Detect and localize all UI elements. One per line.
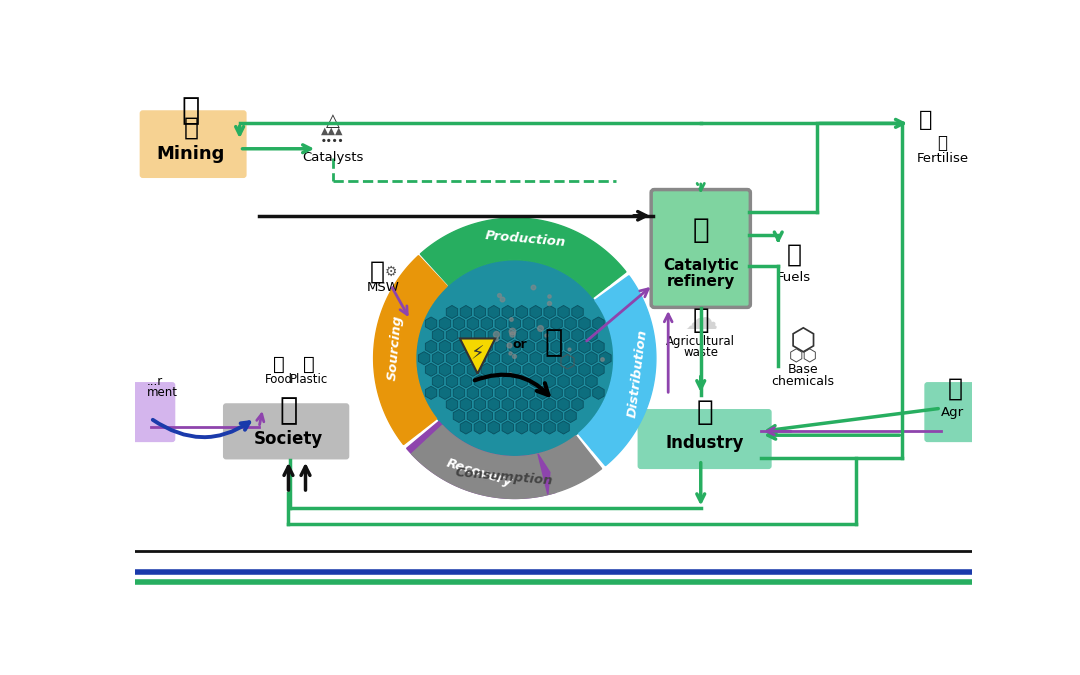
Text: ⬡: ⬡ [789, 327, 816, 356]
Circle shape [416, 261, 613, 456]
FancyBboxPatch shape [123, 382, 175, 442]
Text: Distribution: Distribution [626, 328, 650, 418]
Text: 👥: 👥 [280, 396, 298, 425]
Text: △: △ [326, 112, 339, 130]
Polygon shape [589, 265, 621, 293]
Text: ⬡: ⬡ [559, 352, 576, 371]
Text: 🌿: 🌿 [692, 306, 710, 333]
Polygon shape [579, 276, 656, 466]
FancyBboxPatch shape [222, 403, 349, 460]
Circle shape [361, 205, 669, 511]
Polygon shape [418, 429, 446, 460]
FancyBboxPatch shape [924, 382, 981, 442]
Text: Food: Food [265, 373, 293, 386]
Text: Mining: Mining [157, 145, 225, 163]
Text: ...r: ...r [147, 375, 163, 388]
Polygon shape [411, 425, 602, 498]
Polygon shape [538, 454, 550, 495]
Text: Production: Production [484, 230, 566, 249]
Text: ⚫⚫⚫⚫: ⚫⚫⚫⚫ [321, 138, 345, 144]
Text: ⬡⬡: ⬡⬡ [788, 348, 818, 366]
Text: ⚡: ⚡ [471, 344, 485, 363]
Text: ⛏: ⛏ [181, 96, 200, 125]
Text: Agr: Agr [941, 406, 964, 418]
Text: chemicals: chemicals [771, 375, 835, 388]
Text: Society: Society [254, 430, 323, 448]
Text: Fertilise: Fertilise [917, 151, 969, 165]
Text: 🏔: 🏔 [184, 115, 199, 139]
Text: Agricultural: Agricultural [666, 335, 735, 348]
Text: 🌱: 🌱 [919, 109, 932, 130]
Polygon shape [407, 421, 556, 498]
Polygon shape [399, 414, 433, 438]
Text: ⚙: ⚙ [384, 265, 397, 279]
Text: ☁: ☁ [684, 303, 717, 336]
Text: or: or [512, 338, 527, 351]
Text: Base: Base [787, 363, 819, 376]
Polygon shape [460, 338, 496, 373]
Text: Fuels: Fuels [777, 271, 811, 284]
Text: Industry: Industry [665, 434, 744, 452]
FancyBboxPatch shape [139, 110, 246, 178]
Polygon shape [420, 218, 626, 298]
Text: ment: ment [147, 386, 177, 400]
Text: 🗑: 🗑 [370, 260, 386, 284]
Text: 🧴: 🧴 [303, 355, 315, 374]
Text: ▲▲▲: ▲▲▲ [322, 126, 343, 136]
Text: Sourcing: Sourcing [386, 315, 404, 381]
Text: Catalytic: Catalytic [663, 259, 739, 273]
Text: waste: waste [684, 346, 718, 359]
Text: 🌾: 🌾 [947, 377, 962, 401]
Text: Catalysts: Catalysts [302, 151, 363, 165]
Text: 🌾: 🌾 [937, 134, 947, 152]
Text: 🪴: 🪴 [692, 215, 710, 244]
Text: 🏭: 🏭 [697, 398, 713, 426]
Polygon shape [583, 430, 611, 460]
Text: MSW: MSW [366, 281, 400, 294]
Text: Plastic: Plastic [291, 373, 328, 386]
Text: refinery: refinery [666, 273, 734, 289]
Polygon shape [374, 256, 447, 445]
FancyBboxPatch shape [637, 409, 772, 469]
Text: 🐟: 🐟 [272, 355, 284, 374]
Text: Recovery: Recovery [445, 456, 514, 489]
Text: 🧴: 🧴 [786, 242, 801, 266]
FancyBboxPatch shape [651, 190, 751, 307]
Text: 🔥: 🔥 [544, 328, 563, 357]
Text: Consumption: Consumption [455, 466, 554, 488]
